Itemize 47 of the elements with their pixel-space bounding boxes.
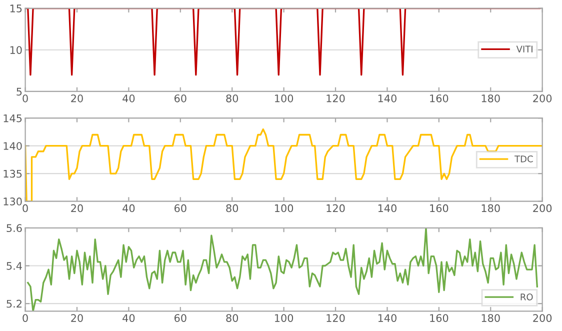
y-tick-label: 15 (10, 4, 22, 12)
y-tick-label: 5.6 (6, 224, 22, 232)
x-tick-label: 0 (22, 314, 28, 322)
x-tick-label: 180 (482, 314, 500, 322)
x-tick-label: 100 (275, 314, 294, 322)
x-tick-label: 100 (275, 204, 294, 212)
x-tick-label: 20 (71, 94, 83, 102)
x-tick-label: 140 (378, 314, 396, 322)
x-tick-label: 80 (226, 314, 238, 322)
x-tick-label: 60 (174, 204, 186, 212)
y-tick-label: 10 (10, 46, 22, 54)
legend-label: TDC (514, 156, 533, 162)
x-tick-label: 80 (226, 204, 238, 212)
x-tick-label: 0 (22, 94, 28, 102)
legend-label: RO (520, 294, 533, 300)
legend-label: VITI (516, 46, 532, 52)
x-tick-label: 20 (71, 314, 83, 322)
x-tick-label: 120 (326, 94, 345, 102)
x-tick-label: 200 (533, 204, 552, 212)
y-tick-label: 130 (4, 198, 22, 206)
x-tick-label: 40 (122, 94, 135, 102)
y-tick-label: 140 (4, 142, 22, 150)
x-tick-label: 200 (533, 94, 552, 102)
y-tick-label: 5 (16, 88, 22, 96)
x-tick-label: 160 (430, 314, 448, 322)
x-tick-label: 140 (378, 94, 396, 102)
x-tick-label: 140 (378, 204, 396, 212)
x-tick-label: 180 (482, 94, 500, 102)
x-tick-label: 160 (430, 204, 448, 212)
x-tick-label: 200 (533, 314, 552, 322)
x-tick-label: 40 (122, 204, 135, 212)
line-series (27, 228, 538, 312)
x-tick-label: 0 (22, 204, 28, 212)
x-tick-label: 100 (275, 94, 294, 102)
x-tick-label: 120 (326, 204, 345, 212)
y-tick-label: 145 (4, 114, 22, 122)
x-tick-label: 60 (174, 94, 186, 102)
x-tick-label: 60 (174, 314, 186, 322)
x-tick-label: 160 (430, 94, 448, 102)
x-tick-label: 120 (326, 314, 345, 322)
y-tick-label: 5.2 (6, 300, 22, 308)
x-tick-label: 80 (226, 94, 238, 102)
y-tick-label: 5.4 (6, 262, 22, 270)
x-tick-label: 40 (122, 314, 135, 322)
x-tick-label: 180 (482, 204, 500, 212)
y-tick-label: 135 (4, 170, 22, 178)
x-tick-label: 20 (71, 204, 83, 212)
